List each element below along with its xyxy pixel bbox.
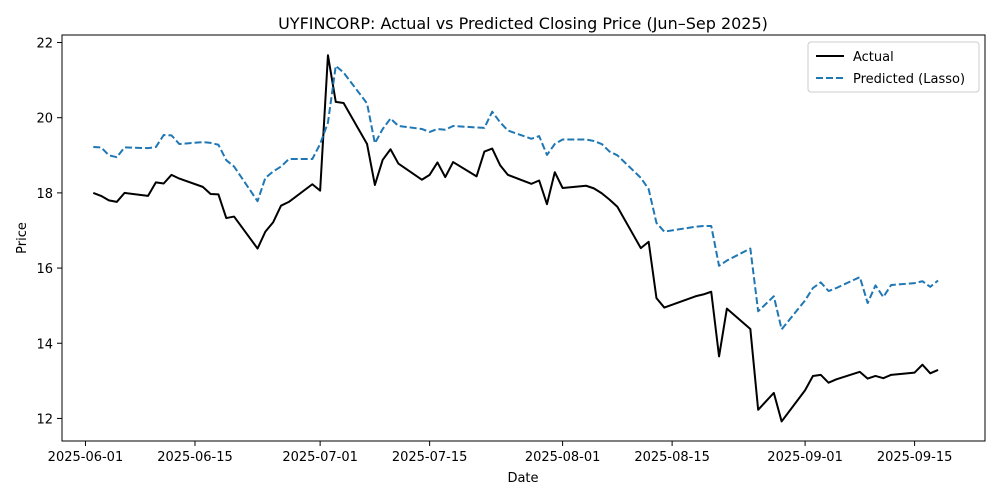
y-axis-label: Price <box>15 222 30 254</box>
x-tick-label: 2025-06-15 <box>157 450 233 465</box>
plot-background <box>62 35 985 441</box>
x-tick-label: 2025-06-01 <box>48 450 124 465</box>
legend: Actual Predicted (Lasso) <box>807 41 980 93</box>
x-axis-label: Date <box>507 471 538 486</box>
series-line-actual <box>92 54 939 423</box>
chart-title: UYFINCORP: Actual vs Predicted Closing P… <box>278 14 768 33</box>
legend-box <box>807 41 980 93</box>
y-tick-label: 12 <box>36 412 53 427</box>
y-tick-label: 16 <box>36 262 53 277</box>
plot-area <box>61 34 986 442</box>
series-lines <box>92 54 939 423</box>
plot-frame <box>61 34 986 442</box>
y-axis: 12 14 16 18 20 22 <box>36 37 62 427</box>
series-line-predicted <box>93 64 939 331</box>
legend-label-actual: Actual <box>853 50 894 65</box>
x-axis: 2025-06-01 2025-06-15 2025-07-01 2025-07-15… <box>48 441 953 465</box>
x-tick-label: 2025-07-01 <box>282 450 358 465</box>
y-tick-label: 22 <box>36 37 53 52</box>
y-tick-label: 18 <box>36 187 53 202</box>
x-tick-label: 2025-09-01 <box>767 450 843 465</box>
x-tick-label: 2025-07-15 <box>392 450 468 465</box>
x-tick-label: 2025-09-15 <box>877 450 953 465</box>
x-tick-label: 2025-08-01 <box>525 450 601 465</box>
x-tick-label: 2025-08-15 <box>634 450 710 465</box>
y-tick-label: 20 <box>36 112 53 127</box>
legend-label-predicted: Predicted (Lasso) <box>853 72 965 87</box>
y-tick-label: 14 <box>36 337 53 352</box>
